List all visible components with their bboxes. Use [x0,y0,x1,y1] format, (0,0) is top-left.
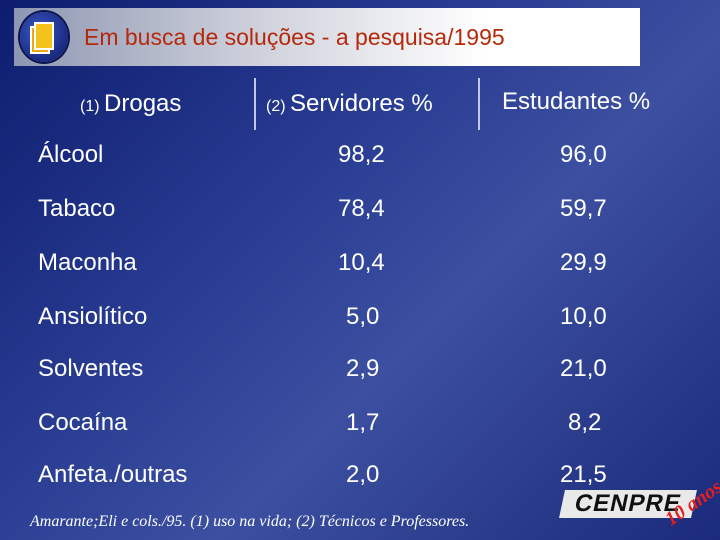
column-header-label: Servidores % [290,90,433,117]
servidores-value: 2,0 [346,461,380,488]
drug-name: Tabaco [38,195,116,222]
drug-name: Anfeta./outras [38,461,188,488]
estudantes-value: 59,7 [560,195,607,222]
column-divider [254,78,256,130]
estudantes-value: 8,2 [568,409,602,436]
servidores-value: 1,7 [346,409,380,436]
servidores-value: 5,0 [346,303,380,330]
servidores-value: 2,9 [346,355,380,382]
column-header-estudantes: Estudantes % [502,88,650,116]
column-header-label: Drogas [104,90,182,117]
estudantes-value: 29,9 [560,249,607,276]
drug-name: Cocaína [38,409,128,436]
column-header-note: (1) [80,98,100,115]
column-divider [478,78,480,130]
estudantes-value: 21,0 [560,355,607,382]
column-header-servidores: (2) Servidores % [266,90,433,118]
page-title: Em busca de soluções - a pesquisa/1995 [84,24,505,50]
drug-name: Ansiolítico [38,303,148,330]
column-header-label: Estudantes % [502,88,651,115]
servidores-value: 78,4 [338,195,385,222]
servidores-value: 98,2 [338,141,385,168]
citation-footnote: Amarante;Eli e cols./95. (1) uso na vida… [30,513,470,530]
title-bar [14,8,640,66]
drug-name: Solventes [38,355,144,382]
servidores-value: 10,4 [338,249,385,276]
document-logo-icon [20,12,68,62]
estudantes-value: 21,5 [560,461,607,488]
drug-name: Maconha [38,249,137,276]
estudantes-value: 96,0 [560,141,607,168]
column-header-drogas: (1) Drogas [80,90,181,118]
estudantes-value: 10,0 [560,303,607,330]
drug-name: Álcool [38,141,104,168]
column-header-note: (2) [266,98,286,115]
